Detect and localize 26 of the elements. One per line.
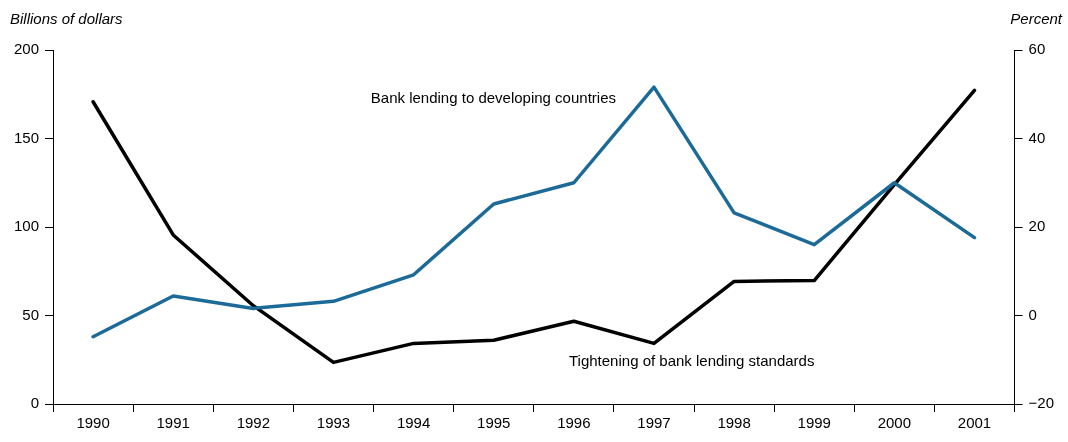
x-tick-label: 2001 — [957, 414, 992, 432]
y-axis-title: Billions of dollars — [10, 9, 124, 27]
y-tick-label: 100 — [14, 217, 40, 235]
x-tick-label: 1996 — [557, 414, 591, 432]
x-tick-label: 2000 — [877, 414, 912, 432]
y2-tick-label: 60 — [1028, 40, 1046, 58]
x-tick-label: 1990 — [76, 414, 110, 432]
x-tick-label: 1998 — [717, 414, 751, 432]
y-tick-label: 0 — [30, 394, 40, 412]
x-tick-label: 1994 — [396, 414, 431, 432]
y-tick-label: 50 — [22, 305, 40, 323]
y2-tick-label: −20 — [1028, 394, 1055, 412]
y-tick-label: 200 — [14, 40, 40, 58]
x-tick-label: 1995 — [477, 414, 511, 432]
series-label: Tightening of bank lending standards — [568, 351, 815, 369]
x-tick-label: 1997 — [637, 414, 671, 432]
y2-tick-label: 20 — [1028, 217, 1046, 235]
x-tick-label: 1992 — [236, 414, 271, 432]
x-tick-label: 1999 — [797, 414, 831, 432]
x-tick-label: 1993 — [316, 414, 351, 432]
series-label: Bank lending to developing countries — [370, 89, 616, 107]
y2-tick-label: 40 — [1028, 128, 1046, 146]
y-tick-label: 150 — [14, 128, 40, 146]
y2-tick-label: 0 — [1028, 305, 1037, 323]
y2-axis-title: Percent — [1010, 9, 1063, 27]
x-tick-label: 1991 — [156, 414, 190, 432]
